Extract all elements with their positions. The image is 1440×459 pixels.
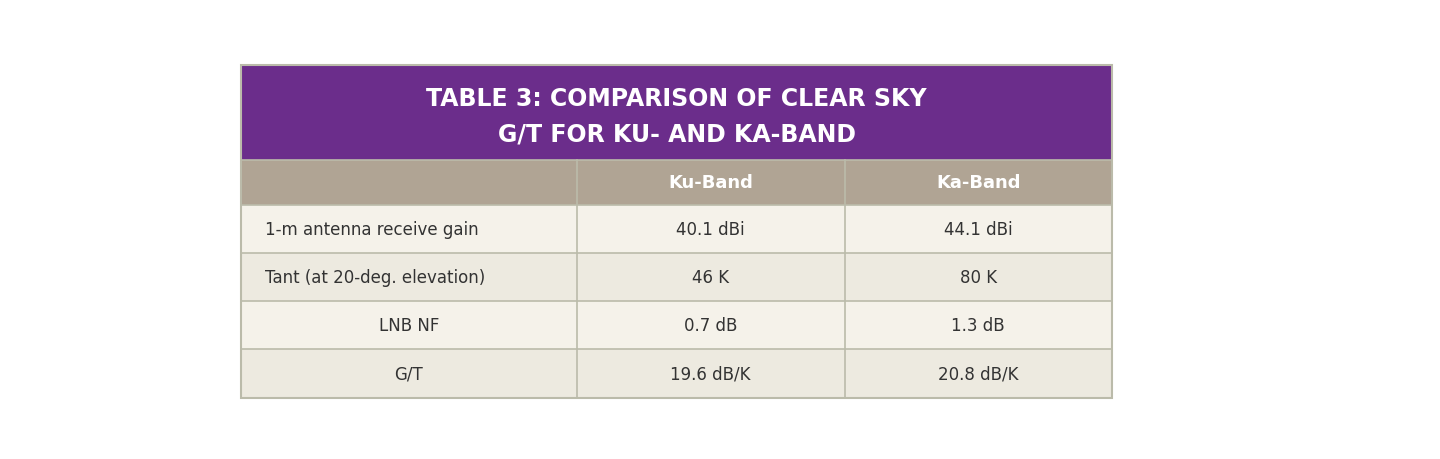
Text: 19.6 dB/K: 19.6 dB/K — [670, 365, 750, 383]
Text: TABLE 3: COMPARISON OF CLEAR SKY: TABLE 3: COMPARISON OF CLEAR SKY — [426, 87, 927, 111]
Text: Ku-Band: Ku-Band — [668, 174, 753, 192]
Text: 46 K: 46 K — [693, 269, 729, 286]
Text: Tant (at 20-deg. elevation): Tant (at 20-deg. elevation) — [265, 269, 485, 286]
Text: LNB NF: LNB NF — [379, 317, 439, 335]
Text: G/T FOR KU- AND KA-BAND: G/T FOR KU- AND KA-BAND — [498, 122, 855, 146]
Text: Ka-Band: Ka-Band — [936, 174, 1021, 192]
Text: 1.3 dB: 1.3 dB — [952, 317, 1005, 335]
Bar — [242, 253, 1112, 302]
Text: G/T: G/T — [395, 365, 423, 383]
Bar — [242, 66, 1112, 398]
Bar — [242, 205, 1112, 253]
Text: 40.1 dBi: 40.1 dBi — [677, 220, 744, 238]
Text: 0.7 dB: 0.7 dB — [684, 317, 737, 335]
Text: 80 K: 80 K — [959, 269, 996, 286]
Bar — [242, 350, 1112, 398]
Text: 44.1 dBi: 44.1 dBi — [945, 220, 1012, 238]
Bar — [242, 160, 1112, 205]
Bar — [242, 302, 1112, 350]
Text: 20.8 dB/K: 20.8 dB/K — [937, 365, 1018, 383]
Bar — [242, 66, 1112, 160]
Text: 1-m antenna receive gain: 1-m antenna receive gain — [265, 220, 478, 238]
